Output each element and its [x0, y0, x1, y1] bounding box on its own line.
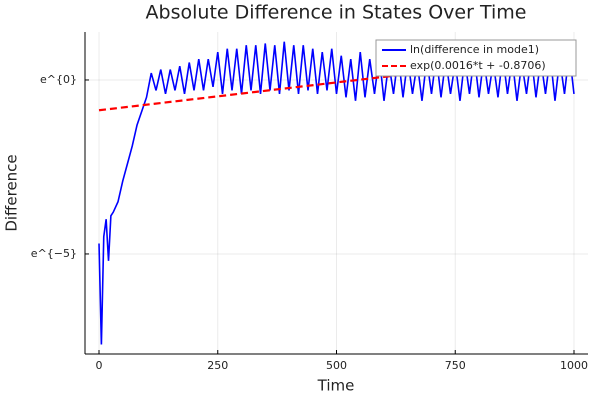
x-axis-label: Time: [317, 377, 355, 395]
x-tick-label: 0: [96, 359, 103, 372]
legend-box: [375, 39, 577, 77]
x-tick-label: 250: [207, 359, 228, 372]
x-tick-label: 500: [326, 359, 347, 372]
chart-title: Absolute Difference in States Over Time: [146, 2, 527, 24]
x-tick-label: 1000: [560, 359, 588, 372]
y-tick-label: e^{−5}: [31, 247, 77, 260]
y-axis-label: Difference: [3, 154, 21, 231]
legend-label: exp(0.0016*t + -0.8706): [410, 59, 546, 72]
y-tick-label: e^{0}: [40, 73, 77, 86]
legend-label: ln(difference in mode1): [410, 43, 539, 56]
x-tick-label: 750: [445, 359, 466, 372]
